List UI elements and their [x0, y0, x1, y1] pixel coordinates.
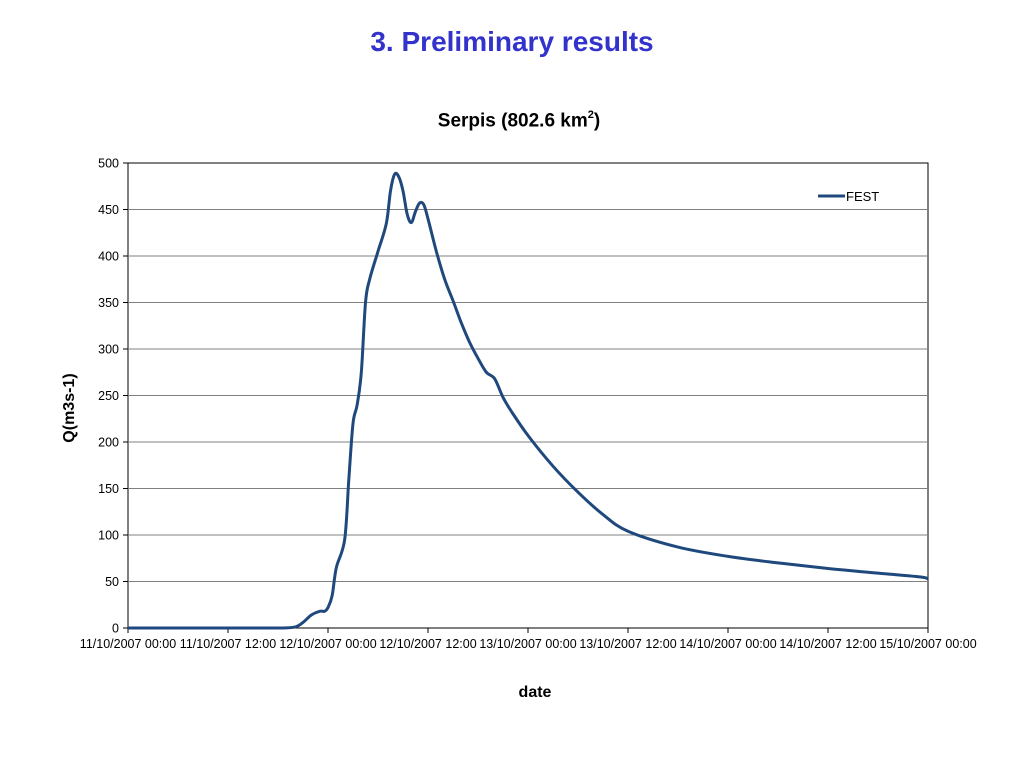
- x-tick-label: 15/10/2007 00:00: [879, 637, 976, 651]
- y-axis-label: Q(m3s-1): [61, 373, 78, 442]
- y-axis-ticks: 0 50 100 150 200 250 300 350 400 450 500: [98, 157, 128, 636]
- y-tick-label: 300: [98, 343, 119, 357]
- x-tick-label: 11/10/2007 00:00: [80, 637, 176, 651]
- x-tick-label: 14/10/2007 12:00: [779, 637, 876, 651]
- x-tick-label: 14/10/2007 00:00: [679, 637, 776, 651]
- y-tick-label: 0: [112, 622, 119, 636]
- y-tick-label: 150: [98, 482, 119, 496]
- gridlines: [128, 209, 928, 582]
- y-tick-label: 400: [98, 250, 119, 264]
- y-tick-label: 250: [98, 389, 119, 403]
- chart-title: Serpis (802.6 km2): [0, 109, 1024, 132]
- y-tick-label: 450: [98, 203, 119, 217]
- series-group: [128, 171, 929, 630]
- chart-title-text: Serpis (802.6 km: [437, 110, 588, 132]
- slide-title: 3. Preliminary results: [370, 26, 654, 57]
- chart-title-suffix: ): [593, 110, 601, 132]
- x-tick-label: 11/10/2007 12:00: [180, 637, 276, 651]
- x-tick-label: 12/10/2007 00:00: [279, 637, 376, 651]
- x-axis-ticks: 11/10/2007 00:00 11/10/2007 12:00 12/10/20…: [80, 628, 977, 651]
- series-line-fest: [128, 171, 929, 630]
- y-tick-label: 50: [105, 575, 119, 589]
- legend: FEST: [818, 189, 879, 204]
- y-tick-label: 100: [98, 529, 119, 543]
- y-tick-label: 350: [98, 296, 119, 310]
- x-tick-label: 13/10/2007 12:00: [579, 637, 676, 651]
- legend-label-fest: FEST: [846, 189, 879, 204]
- chart-title-superscript: 2: [587, 109, 594, 121]
- x-tick-label: 12/10/2007 12:00: [379, 637, 476, 651]
- y-tick-label: 500: [98, 157, 119, 171]
- x-axis-label: date: [519, 684, 552, 701]
- y-tick-label: 200: [98, 436, 119, 450]
- x-tick-label: 13/10/2007 00:00: [479, 637, 576, 651]
